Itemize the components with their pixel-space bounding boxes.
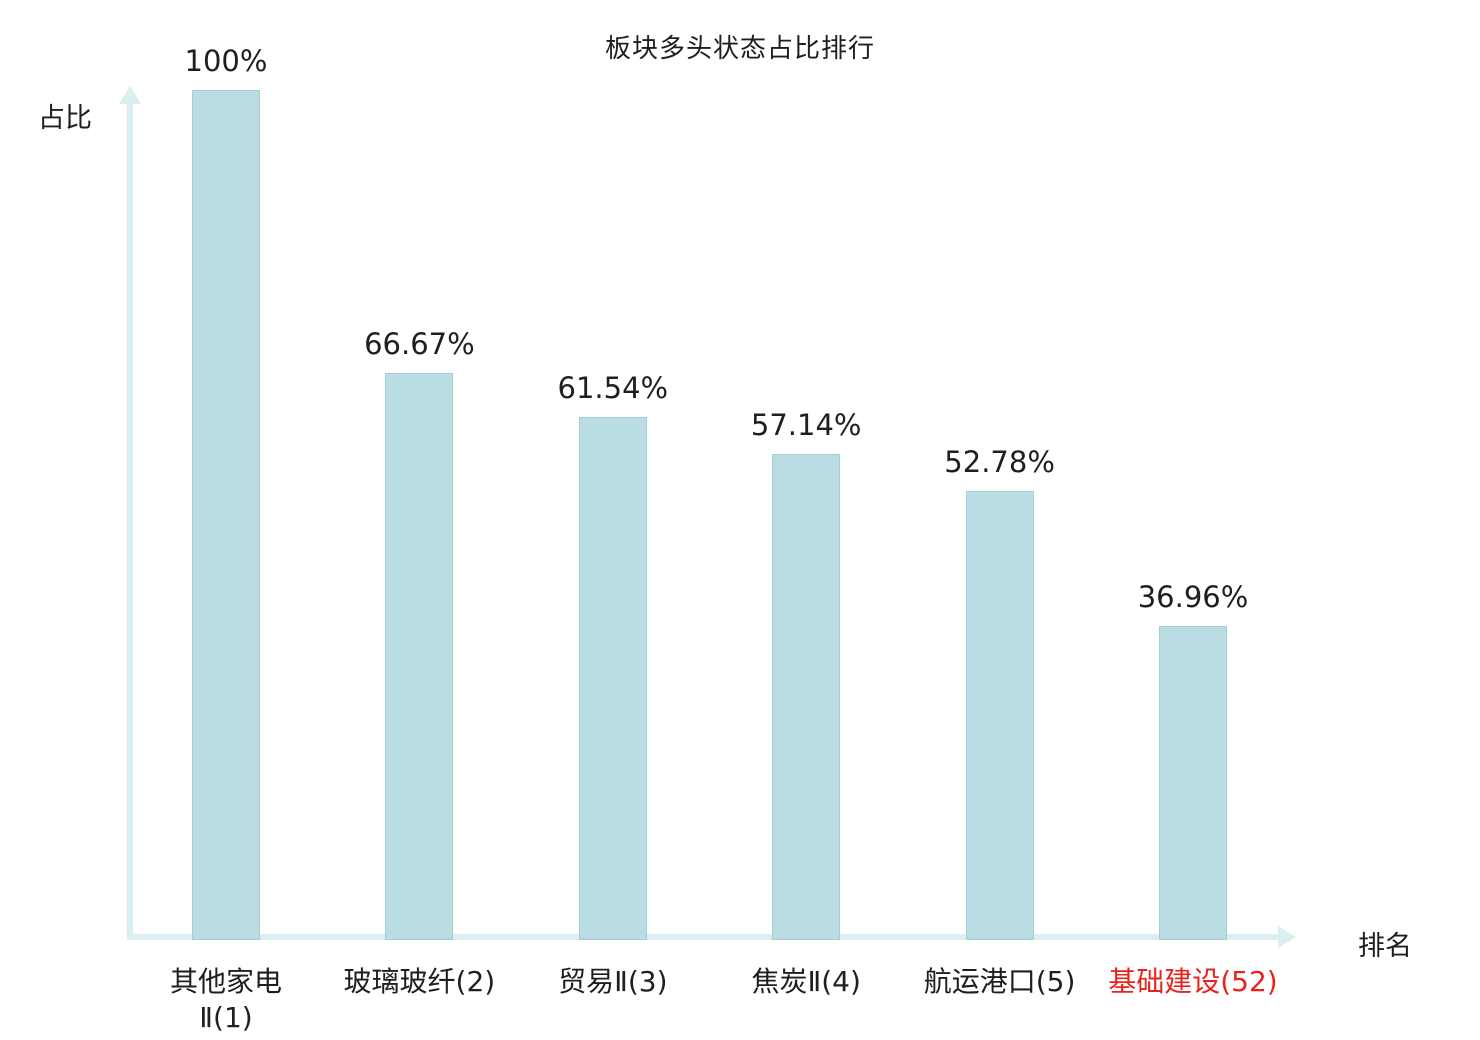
bar-category-label: 基础建设(52)	[1108, 965, 1278, 998]
bar-2	[385, 373, 454, 940]
bar-category-label: 贸易Ⅱ(3)	[558, 965, 668, 998]
bar-category-label: 玻璃玻纤(2)	[343, 965, 496, 998]
bar-value-label: 57.14%	[750, 408, 862, 442]
bar-category-label: 焦炭Ⅱ(4)	[751, 965, 861, 998]
bar-6	[1159, 626, 1227, 940]
x-axis-label: 排名	[1358, 931, 1412, 962]
bar-3	[578, 417, 647, 940]
y-axis-line	[127, 102, 133, 940]
bar-1	[192, 90, 260, 940]
y-axis-arrow-icon	[119, 86, 141, 104]
bar-4	[772, 454, 841, 940]
bar-category-label: 其他家电 Ⅱ(1)	[169, 965, 282, 1035]
x-axis-line	[127, 934, 1282, 940]
bar-category-label: 航运港口(5)	[923, 965, 1076, 998]
y-axis-label: 占比	[38, 103, 92, 134]
bar-value-label: 52.78%	[944, 445, 1055, 479]
bar-5	[965, 491, 1034, 940]
bar-value-label: 66.67%	[364, 327, 475, 361]
bar-value-label: 36.96%	[1137, 580, 1249, 614]
bar-value-label: 61.54%	[557, 371, 669, 405]
x-axis-arrow-icon	[1278, 926, 1296, 948]
chart-title: 板块多头状态占比排行	[604, 34, 875, 64]
bar-value-label: 100%	[184, 44, 268, 78]
